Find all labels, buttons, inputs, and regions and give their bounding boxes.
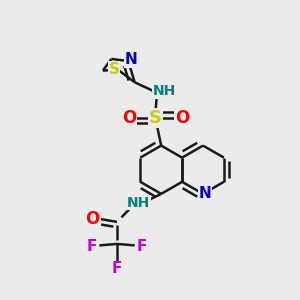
Text: F: F: [87, 239, 97, 254]
Text: N: N: [199, 186, 212, 201]
Text: N: N: [125, 52, 138, 67]
Text: F: F: [137, 239, 147, 254]
Text: NH: NH: [127, 196, 150, 210]
Text: O: O: [85, 210, 100, 228]
Text: S: S: [149, 109, 162, 127]
Text: O: O: [175, 109, 189, 127]
Text: F: F: [112, 262, 122, 277]
Text: S: S: [109, 62, 120, 77]
Text: O: O: [122, 109, 136, 127]
Text: NH: NH: [152, 84, 176, 98]
